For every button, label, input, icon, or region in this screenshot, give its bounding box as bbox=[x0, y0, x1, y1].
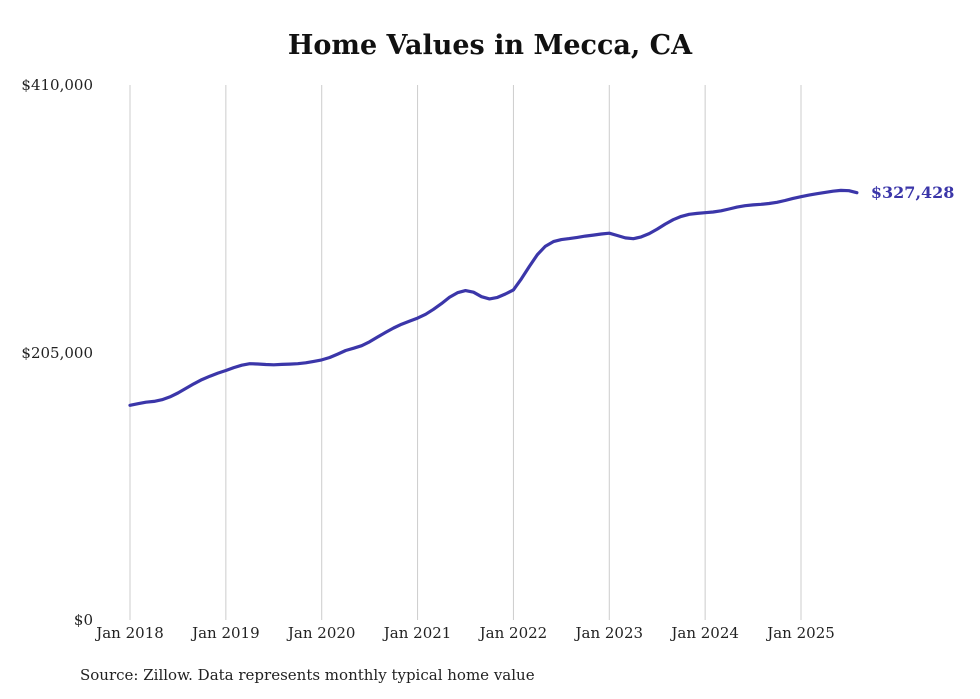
x-axis-tick-label: Jan 2025 bbox=[767, 624, 835, 642]
y-axis-tick-label: $0 bbox=[73, 611, 93, 629]
y-axis-tick-label: $205,000 bbox=[21, 343, 93, 362]
y-axis-tick-label: $410,000 bbox=[21, 76, 93, 94]
x-axis-tick-label: Jan 2024 bbox=[671, 624, 739, 642]
source-note: Source: Zillow. Data represents monthly … bbox=[80, 666, 535, 684]
x-axis-tick-label: Jan 2023 bbox=[575, 624, 644, 642]
x-axis-tick-label: Jan 2021 bbox=[383, 624, 452, 642]
x-axis-tick-label: Jan 2019 bbox=[192, 624, 260, 642]
home-value-line bbox=[128, 188, 859, 407]
x-axis-tick-label: Jan 2020 bbox=[287, 624, 356, 642]
gridline-group bbox=[129, 85, 802, 620]
chart-title: Home Values in Mecca, CA bbox=[287, 30, 693, 61]
x-axis-tick-label: Jan 2018 bbox=[96, 624, 164, 642]
end-value-label: $327,428 bbox=[870, 182, 955, 202]
x-axis-tick-label: Jan 2022 bbox=[479, 624, 548, 642]
